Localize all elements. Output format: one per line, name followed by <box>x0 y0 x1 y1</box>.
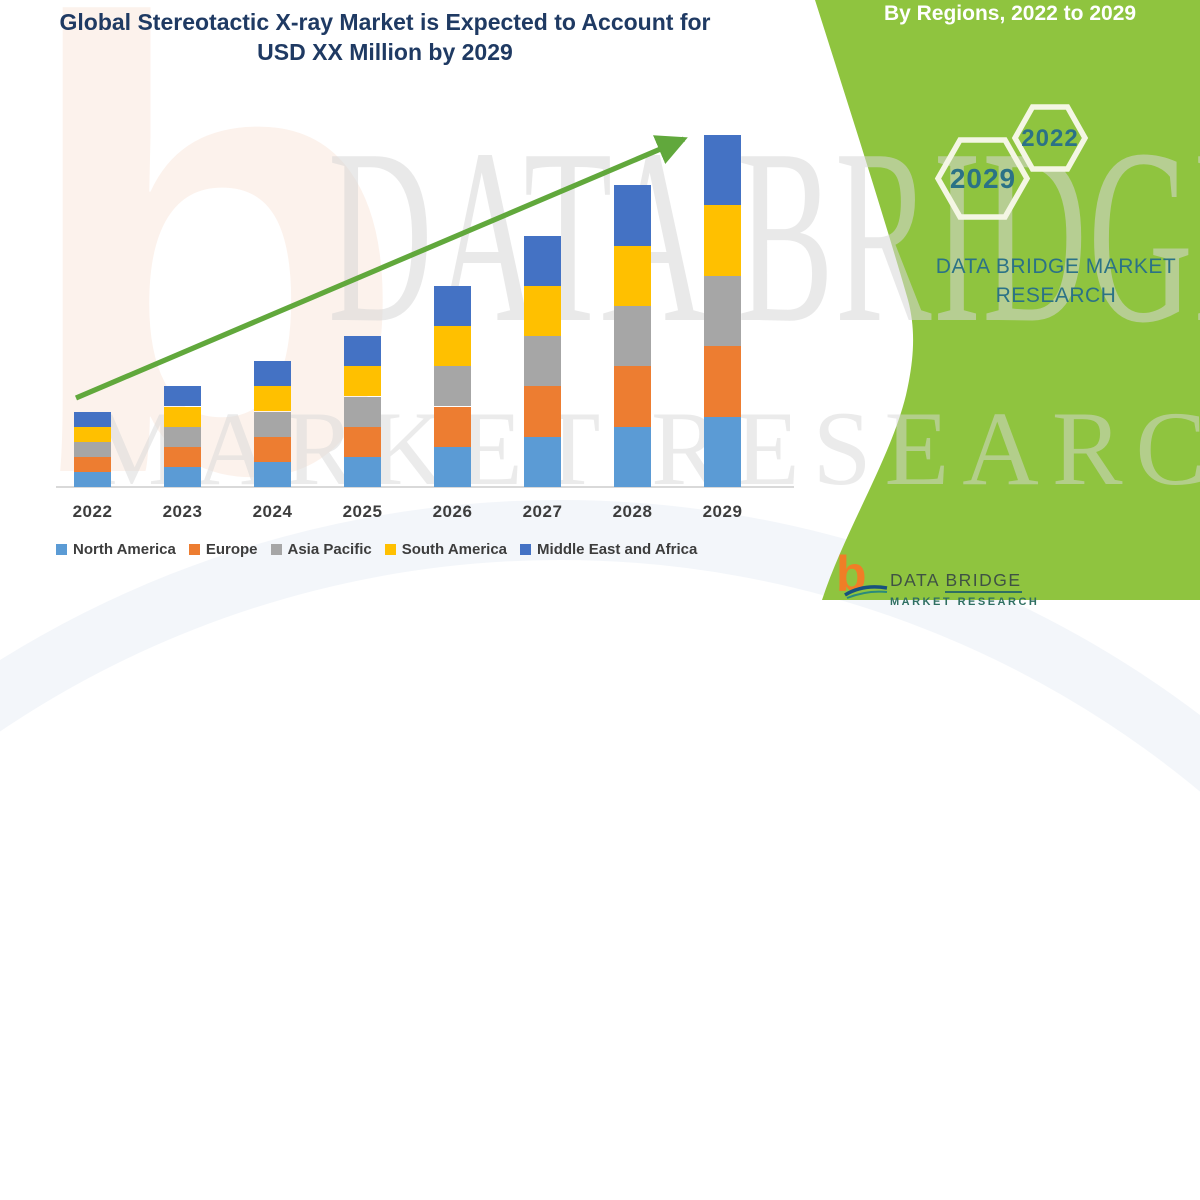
dbmr-brand-line1: DATA BRIDGE MARKET <box>935 255 1177 278</box>
bar-segment-middle-east-and-africa-2022 <box>74 411 111 427</box>
bar-segment-south-america-2022 <box>74 426 111 442</box>
bar-segment-north-america-2024 <box>254 461 291 487</box>
bar-segment-europe-2029 <box>704 346 741 417</box>
legend-label-europe: Europe <box>205 541 258 558</box>
bar-segment-south-america-2027 <box>524 285 561 337</box>
hexagon-2029 <box>934 137 1031 220</box>
legend-label-asia-pacific: Asia Pacific <box>287 541 372 558</box>
bar-segment-middle-east-and-africa-2028 <box>614 185 651 246</box>
bar-segment-asia-pacific-2025 <box>344 396 381 427</box>
bar-segment-north-america-2022 <box>74 471 111 487</box>
bar-segment-asia-pacific-2026 <box>434 366 471 407</box>
bar-segment-europe-2028 <box>614 366 651 427</box>
logo-swoosh-icon <box>844 585 888 599</box>
x-axis-label-2022: 2022 <box>72 502 113 521</box>
bar-segment-south-america-2028 <box>614 245 651 306</box>
legend-item-north-america: North America <box>56 541 176 558</box>
bar-segment-north-america-2029 <box>704 416 741 487</box>
x-axis-label-2029: 2029 <box>702 502 743 521</box>
bar-segment-north-america-2028 <box>614 426 651 487</box>
legend-label-middle-east-and-africa: Middle East and Africa <box>537 541 698 558</box>
bar-segment-south-america-2025 <box>344 366 381 397</box>
bar-segment-middle-east-and-africa-2029 <box>704 135 741 206</box>
legend-item-middle-east-and-africa: Middle East and Africa <box>520 541 697 558</box>
x-axis-label-2028: 2028 <box>612 502 653 521</box>
legend-swatch-middle-east-and-africa <box>520 544 532 555</box>
chart-legend: North America Europe Asia Pacific South Ame… <box>56 541 697 558</box>
bar-segment-south-america-2024 <box>254 386 291 412</box>
bar-segment-europe-2023 <box>164 446 201 467</box>
x-axis-label-2025: 2025 <box>342 502 383 521</box>
logo-word-bridge: BRIDGE <box>945 570 1022 593</box>
bar-segment-north-america-2025 <box>344 456 381 487</box>
bar-segment-south-america-2026 <box>434 326 471 367</box>
x-axis-line <box>56 486 794 488</box>
legend-item-asia-pacific: Asia Pacific <box>270 541 372 558</box>
dbmr-brand-text: DATA BRIDGE MARKET RESEARCH <box>928 252 1184 310</box>
chart-title-line1: Global Stereotactic X-ray Market is Expe… <box>59 9 711 35</box>
bar-segment-south-america-2023 <box>164 406 201 427</box>
hexagon-2022-label: 2022 <box>1021 125 1078 152</box>
legend-item-europe: Europe <box>188 541 258 558</box>
bar-segment-middle-east-and-africa-2026 <box>434 285 471 327</box>
hexagon-2029-label: 2029 <box>950 163 1016 194</box>
bar-segment-middle-east-and-africa-2027 <box>524 235 561 286</box>
legend-swatch-asia-pacific <box>270 544 282 555</box>
bar-segment-asia-pacific-2029 <box>704 275 741 347</box>
x-axis-label-2027: 2027 <box>522 502 563 521</box>
bar-segment-north-america-2023 <box>164 466 201 487</box>
bar-segment-north-america-2027 <box>524 436 561 487</box>
bar-segment-middle-east-and-africa-2023 <box>164 386 201 407</box>
data-bridge-logo-subtext: MARKET RESEARCH <box>890 596 1040 608</box>
chart-title-line2: USD XX Million by 2029 <box>257 39 513 65</box>
logo-word-data: DATA <box>890 570 946 590</box>
hexagon-2022 <box>1011 104 1089 172</box>
bar-segment-asia-pacific-2024 <box>254 411 291 437</box>
bar-segment-europe-2027 <box>524 386 561 437</box>
bar-segment-europe-2022 <box>74 456 111 472</box>
bar-segment-asia-pacific-2022 <box>74 441 111 457</box>
dbmr-brand-line2: RESEARCH <box>995 284 1117 307</box>
legend-label-north-america: North America <box>73 541 176 558</box>
bar-segment-asia-pacific-2023 <box>164 426 201 447</box>
x-axis-label-2023: 2023 <box>162 502 203 521</box>
legend-swatch-south-america <box>384 544 396 555</box>
x-axis-label-2024: 2024 <box>252 502 293 521</box>
bar-segment-middle-east-and-africa-2025 <box>344 336 381 367</box>
legend-swatch-north-america <box>56 544 67 555</box>
bar-segment-europe-2026 <box>434 406 471 447</box>
bar-segment-europe-2024 <box>254 436 291 462</box>
bar-segment-asia-pacific-2027 <box>524 336 561 387</box>
chart-title: Global Stereotactic X-ray Market is Expe… <box>40 7 730 67</box>
data-bridge-logo-text: DATA BRIDGE <box>890 570 1022 593</box>
bar-segment-asia-pacific-2028 <box>614 306 651 367</box>
bar-segment-middle-east-and-africa-2024 <box>254 361 291 387</box>
x-axis-label-2026: 2026 <box>432 502 473 521</box>
legend-swatch-europe <box>188 544 200 555</box>
bar-segment-europe-2025 <box>344 426 381 457</box>
bar-segment-south-america-2029 <box>704 205 741 276</box>
bar-segment-north-america-2026 <box>434 446 471 487</box>
by-regions-heading: By Regions, 2022 to 2029 <box>883 2 1137 25</box>
legend-label-south-america: South America <box>401 541 508 558</box>
legend-item-south-america: South America <box>384 541 508 558</box>
